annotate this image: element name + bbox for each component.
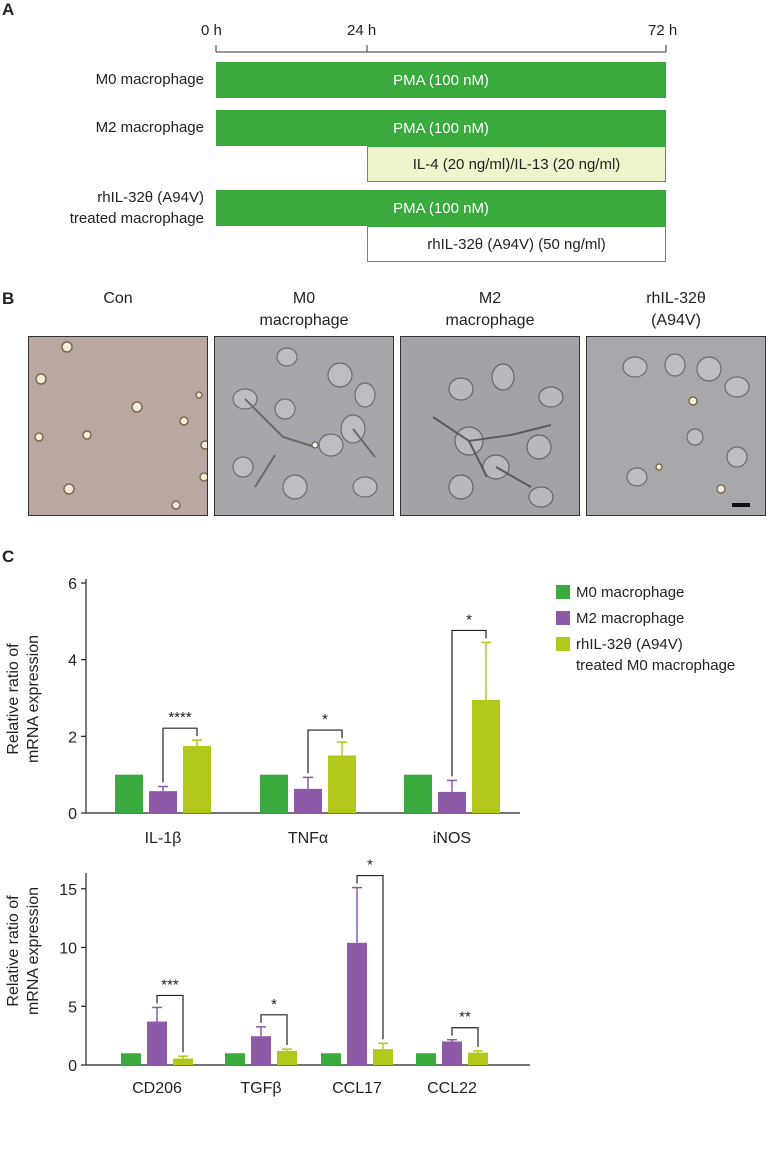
micrograph-rh xyxy=(586,336,766,516)
significance-bracket-CD206 xyxy=(156,994,184,1053)
legend-label-rh-line1: rhIL-32θ (A94V) xyxy=(576,636,683,653)
bar-IL-1β-series2 xyxy=(183,745,211,813)
chart2-category-label: CD206 xyxy=(132,1080,182,1097)
timeline-row-label-m0: M0 macrophage xyxy=(95,71,204,88)
chart2-category-label: TGFβ xyxy=(240,1080,281,1097)
pma-bar-m0: PMA (100 nM) xyxy=(216,62,666,98)
significance-label-CD206: *** xyxy=(161,976,179,993)
bar-TNFα-series1 xyxy=(294,788,322,813)
micrograph-title-rh-line2: (A94V) xyxy=(651,312,701,329)
timeline-row-label-rh-line1: rhIL-32θ (A94V) xyxy=(97,189,204,206)
panel-label-b: B xyxy=(2,289,15,308)
chart1-ytick-label: 4 xyxy=(68,653,77,670)
bar-CD206-series1 xyxy=(147,1021,167,1065)
chart2-category-label: CCL17 xyxy=(332,1080,382,1097)
micrograph-m2 xyxy=(400,336,580,516)
significance-bracket-iNOS xyxy=(451,629,487,777)
micrograph-title-m0-line1: M0 xyxy=(292,290,316,307)
significance-label-CCL17: * xyxy=(367,857,373,874)
micrograph-title-m2-line2: macrophage xyxy=(445,312,535,329)
chart1-category-label: IL-1β xyxy=(145,830,182,847)
bar-CCL17-series2 xyxy=(373,1049,393,1065)
significance-bracket-IL-1β xyxy=(162,727,198,783)
legend-label-rh-line2: treated M0 macrophage xyxy=(576,657,735,674)
micrograph-con xyxy=(28,336,208,516)
bar-iNOS-series1 xyxy=(438,791,466,813)
bar-CCL17-series0 xyxy=(321,1053,341,1065)
micrograph-title-m0-line2: macrophage xyxy=(259,312,349,329)
timeline-axis xyxy=(215,45,667,53)
chart1-ylabel-line2: mRNA expression xyxy=(25,635,42,763)
micrograph-title-m2-line1: M2 xyxy=(478,290,502,307)
chart2-y-axis-title: Relative ratio of mRNA expression xyxy=(5,887,42,1015)
bar-TNFα-series0 xyxy=(260,774,288,813)
bar-CCL22-series2 xyxy=(468,1052,488,1065)
chart2-ylabel-line1: Relative ratio of xyxy=(5,895,22,1007)
chart2-ylabel-line2: mRNA expression xyxy=(25,887,42,1015)
micrograph-title-rh: rhIL-32θ (A94V) xyxy=(586,288,766,332)
bar-TGFβ-series1 xyxy=(251,1036,271,1065)
legend-swatch-m0 xyxy=(556,585,570,599)
legend-swatch-m2 xyxy=(556,611,570,625)
chart1-ytick-label: 6 xyxy=(68,576,77,593)
chart1-category-label: iNOS xyxy=(433,830,471,847)
bar-TNFα-series2 xyxy=(328,755,356,813)
chart2-ytick-label: 0 xyxy=(68,1058,77,1075)
il4-il13-bar: IL-4 (20 ng/ml)/IL-13 (20 ng/ml) xyxy=(367,146,666,182)
bar-CD206-series0 xyxy=(121,1053,141,1065)
chart2: 0 5 10 15 CD206 *** TGFβ * CCL17 * CCL22 ** xyxy=(59,857,530,1097)
bar-CCL17-series1 xyxy=(347,942,367,1065)
panel-label-c: C xyxy=(2,547,15,566)
chart2-category-label: CCL22 xyxy=(427,1080,477,1097)
micrograph-m0 xyxy=(214,336,394,516)
pma-bar-rh: PMA (100 nM) xyxy=(216,190,666,226)
legend-swatch-rh xyxy=(556,637,570,651)
micrograph-title-rh-line1: rhIL-32θ xyxy=(646,290,706,307)
significance-bracket-CCL17 xyxy=(356,874,384,1040)
chart1-category-label: TNFα xyxy=(288,830,328,847)
rhil32-bar: rhIL-32θ (A94V) (50 ng/ml) xyxy=(367,226,666,262)
significance-label-iNOS: * xyxy=(466,611,472,628)
bar-CCL22-series0 xyxy=(416,1053,436,1065)
chart1-ylabel-line1: Relative ratio of xyxy=(5,643,22,755)
significance-bracket-CCL22 xyxy=(451,1027,479,1047)
pma-bar-m2: PMA (100 nM) xyxy=(216,110,666,146)
timeline-tick-0h: 0 h xyxy=(201,22,222,39)
timeline-row-label-m2: M2 macrophage xyxy=(95,119,204,136)
bar-IL-1β-series1 xyxy=(149,791,177,813)
significance-label-TNFα: * xyxy=(322,711,328,728)
bar-CD206-series2 xyxy=(173,1058,193,1065)
timeline-tick-24h: 24 h xyxy=(347,22,377,39)
panel-label-a: A xyxy=(2,0,15,19)
significance-bracket-TGFβ xyxy=(260,1014,288,1046)
chart1: 0 2 4 6 IL-1β **** TNFα * iNOS * xyxy=(68,576,520,847)
chart1-y-axis-title: Relative ratio of mRNA expression xyxy=(5,635,42,763)
micrograph-title-con-line2: Con xyxy=(103,290,133,307)
scale-bar xyxy=(732,503,750,507)
significance-label-CCL22: ** xyxy=(459,1009,471,1026)
micrograph-title-m0: M0 macrophage xyxy=(214,288,394,332)
bar-iNOS-series2 xyxy=(472,699,500,813)
legend-label-m0: M0 macrophage xyxy=(576,584,684,601)
bar-TGFβ-series2 xyxy=(277,1050,297,1065)
chart2-ytick-label: 5 xyxy=(68,999,77,1016)
bar-TGFβ-series0 xyxy=(225,1053,245,1065)
significance-label-IL-1β: **** xyxy=(168,709,192,726)
chart1-ytick-label: 0 xyxy=(68,806,77,823)
chart2-ytick-label: 15 xyxy=(59,882,77,899)
bar-iNOS-series0 xyxy=(404,774,432,813)
bar-CCL22-series1 xyxy=(442,1041,462,1065)
micrograph-title-con: Con xyxy=(28,288,208,310)
bar-IL-1β-series0 xyxy=(115,774,143,813)
legend-label-m2: M2 macrophage xyxy=(576,610,684,627)
legend: M0 macrophage M2 macrophage rhIL-32θ (A9… xyxy=(556,584,735,674)
significance-label-TGFβ: * xyxy=(271,996,277,1013)
timeline-row-label-rh-line2: treated macrophage xyxy=(69,210,204,227)
timeline-tick-72h: 72 h xyxy=(648,22,678,39)
chart2-ytick-label: 10 xyxy=(59,941,77,958)
significance-bracket-TNFα xyxy=(307,729,343,774)
micrograph-title-m2: M2 macrophage xyxy=(400,288,580,332)
chart1-ytick-label: 2 xyxy=(68,729,77,746)
